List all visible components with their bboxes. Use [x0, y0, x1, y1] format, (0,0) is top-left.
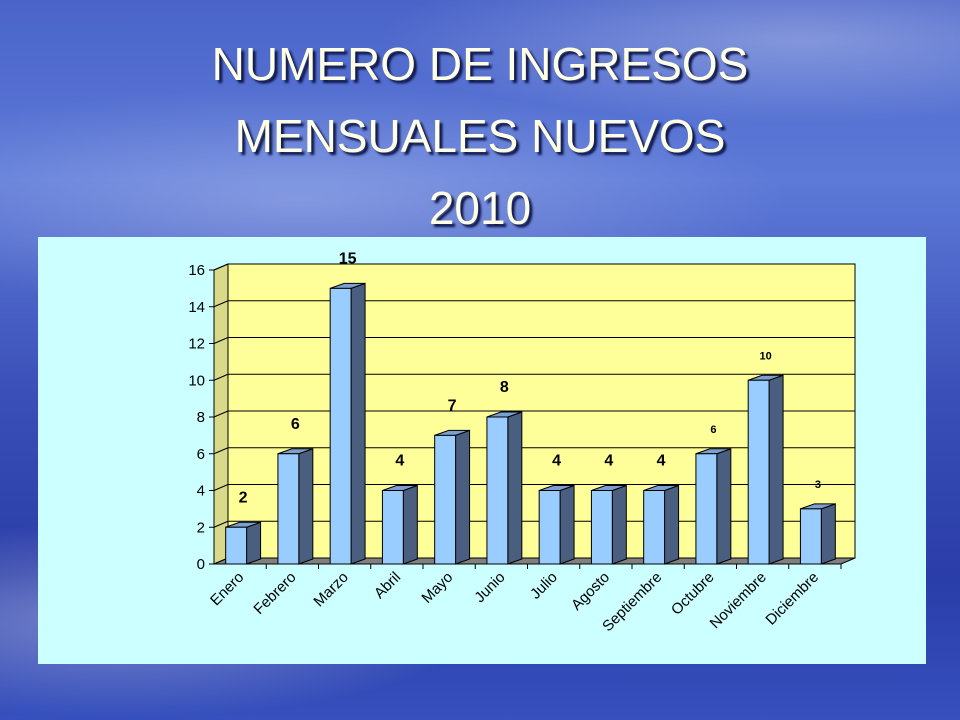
x-category-label: Enero [207, 569, 247, 609]
x-category-label: Diciembre [762, 569, 822, 629]
data-label: 6 [291, 416, 300, 433]
x-category-label: Octubre [668, 569, 718, 619]
bar-side [820, 503, 836, 565]
gridline-side [213, 373, 229, 381]
bar-side [768, 374, 784, 565]
bar [643, 490, 666, 565]
data-label: 7 [448, 397, 457, 414]
data-label: 8 [500, 379, 509, 396]
gridline-side [213, 447, 229, 455]
x-category-label: Junio [471, 569, 508, 606]
bar [381, 490, 404, 565]
x-category-label: Agosto [568, 569, 613, 614]
title-line-2: MENSUALES NUEVOS [234, 110, 726, 162]
bar [695, 453, 718, 565]
gridline-side [213, 410, 229, 418]
x-category-label: Noviembre [707, 569, 770, 632]
bar-side [559, 484, 575, 565]
bar-side [402, 484, 418, 565]
bar-side [298, 448, 314, 565]
data-label: 4 [552, 453, 561, 470]
data-label: 4 [657, 453, 666, 470]
title-line-3: 2010 [428, 182, 532, 234]
y-tick-label: 14 [188, 299, 205, 316]
y-tick-label: 10 [188, 372, 205, 389]
gridline-side [213, 300, 229, 308]
y-tick-label: 16 [188, 262, 205, 279]
bar-side [611, 484, 627, 565]
bar [225, 526, 248, 565]
bar-side [455, 429, 471, 565]
gridline-side [213, 263, 229, 271]
data-label: 15 [339, 250, 357, 267]
bar-chart: 0 2 4 6 8 10 12 14 16 2 Enero 6 Febrero 15 Marzo 4 Abril… [188, 250, 856, 635]
bar [538, 490, 561, 565]
x-category-label: Abril [371, 569, 404, 602]
y-tick-label: 8 [197, 409, 205, 426]
slide-title: NUMERO DE INGRESOS MENSUALES NUEVOS 2010 [0, 28, 960, 244]
bar-side [664, 484, 680, 565]
bar [799, 508, 822, 565]
bar [277, 453, 300, 565]
bar-side [716, 448, 732, 565]
x-category-label: Mayo [418, 569, 456, 607]
bar-side [350, 282, 366, 565]
data-label: 2 [239, 489, 248, 506]
data-label: 4 [604, 453, 613, 470]
data-label: 4 [395, 453, 404, 470]
title-line-1: NUMERO DE INGRESOS [211, 38, 749, 90]
gridline-side [213, 520, 229, 528]
y-tick-label: 2 [197, 519, 205, 536]
x-category-label: Julio [527, 569, 561, 603]
bar [329, 287, 352, 565]
y-tick-label: 6 [197, 446, 205, 463]
y-tick-label: 0 [197, 556, 205, 573]
bar [590, 490, 613, 565]
bar [434, 434, 457, 565]
chart-panel: 0 2 4 6 8 10 12 14 16 2 Enero 6 Febrero 15 Marzo 4 Abril… [38, 237, 926, 664]
data-label: 3 [815, 479, 821, 491]
x-category-label: Febrero [250, 569, 299, 618]
data-label: 6 [710, 424, 716, 436]
y-tick-label: 4 [197, 483, 205, 500]
gridline-side [213, 484, 229, 491]
y-tick-label: 12 [188, 336, 205, 353]
data-label: 10 [760, 350, 772, 362]
bar-side [507, 411, 523, 565]
bar [747, 379, 770, 565]
gridline-side [213, 337, 229, 344]
bar [486, 416, 509, 565]
bar-side [246, 521, 262, 565]
x-category-label: Marzo [310, 569, 351, 610]
